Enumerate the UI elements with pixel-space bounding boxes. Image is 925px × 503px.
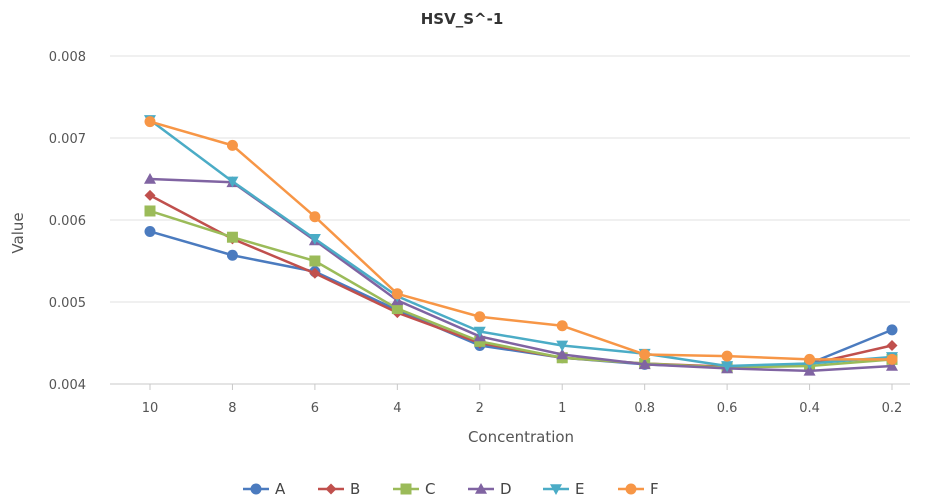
series-line [149,209,893,369]
legend-label: B [350,480,360,498]
legend-item[interactable]: B [318,480,360,498]
legend-item[interactable]: E [543,480,584,498]
legend-marker [475,483,487,494]
gridlines [110,55,910,385]
data-point [309,255,321,267]
legend: A B C D E F [243,480,659,498]
chart-title: HSV_S^-1 [421,10,504,28]
legend-label: D [500,480,512,498]
data-point [721,350,733,362]
x-tick-label: 0.2 [882,401,903,416]
legend-label: E [575,480,584,498]
data-point [886,324,898,336]
data-point [886,359,898,371]
legend-label: C [425,480,435,498]
x-tick-label: 0.6 [717,401,738,416]
data-point [144,205,156,217]
data-point [886,339,898,351]
x-tick-label: 8 [228,401,236,416]
data-point [226,176,239,188]
x-tick-label: 4 [393,401,401,416]
series-F [144,116,898,365]
data-point [804,353,816,365]
data-point [309,211,321,223]
series-line [149,120,892,361]
series-D [144,173,898,376]
legend-label: A [275,480,286,498]
data-point [474,311,486,323]
data-point [144,116,156,128]
data-point [226,231,238,243]
legend-item[interactable]: A [243,480,286,498]
legend-item[interactable]: C [393,480,435,498]
series-line [149,177,893,373]
x-tick-label: 0.8 [634,401,655,416]
data-point [391,303,403,315]
data-point [638,358,651,370]
data-point [721,361,734,372]
y-tick-label: 0.004 [49,378,86,393]
legend-marker [325,483,337,495]
y-axis-ticks: 0.004 0.005 0.006 0.007 0.008 [49,50,86,393]
legend-item[interactable]: D [468,480,512,498]
data-point [639,348,651,360]
data-point [474,335,486,347]
y-tick-label: 0.005 [49,296,86,311]
series-C [144,205,898,374]
x-tick-label: 2 [476,401,484,416]
data-point [556,348,569,360]
y-tick-label: 0.006 [49,214,86,229]
legend-item[interactable]: F [618,480,659,498]
series-line [149,194,893,369]
data-point [144,189,156,201]
data-point [473,326,486,338]
data-point [886,353,898,365]
data-point [803,364,816,376]
data-point [308,234,321,245]
data-point [144,173,156,184]
y-axis-title: Value [9,212,27,253]
legend-label: F [650,480,659,498]
legend-marker [625,483,637,495]
data-point [309,267,321,279]
series-line [149,118,893,368]
legend-marker [400,483,412,495]
data-point [226,249,238,261]
y-tick-label: 0.007 [49,132,86,147]
x-tick-label: 1 [558,401,566,416]
x-tick-label: 0.4 [799,401,820,416]
data-point [144,225,156,237]
legend-marker [250,483,262,495]
x-axis-ticks: 10 8 6 4 2 1 0.8 0.6 0.4 0.2 [142,384,903,416]
data-point [556,340,569,352]
data-point [391,288,403,300]
legend-marker [550,484,562,495]
data-point [556,320,568,332]
series-group [144,115,898,376]
data-point [226,139,238,151]
y-tick-label: 0.008 [49,50,86,65]
x-tick-label: 6 [311,401,319,416]
x-tick-label: 10 [142,401,159,416]
x-axis-title: Concentration [468,428,574,446]
